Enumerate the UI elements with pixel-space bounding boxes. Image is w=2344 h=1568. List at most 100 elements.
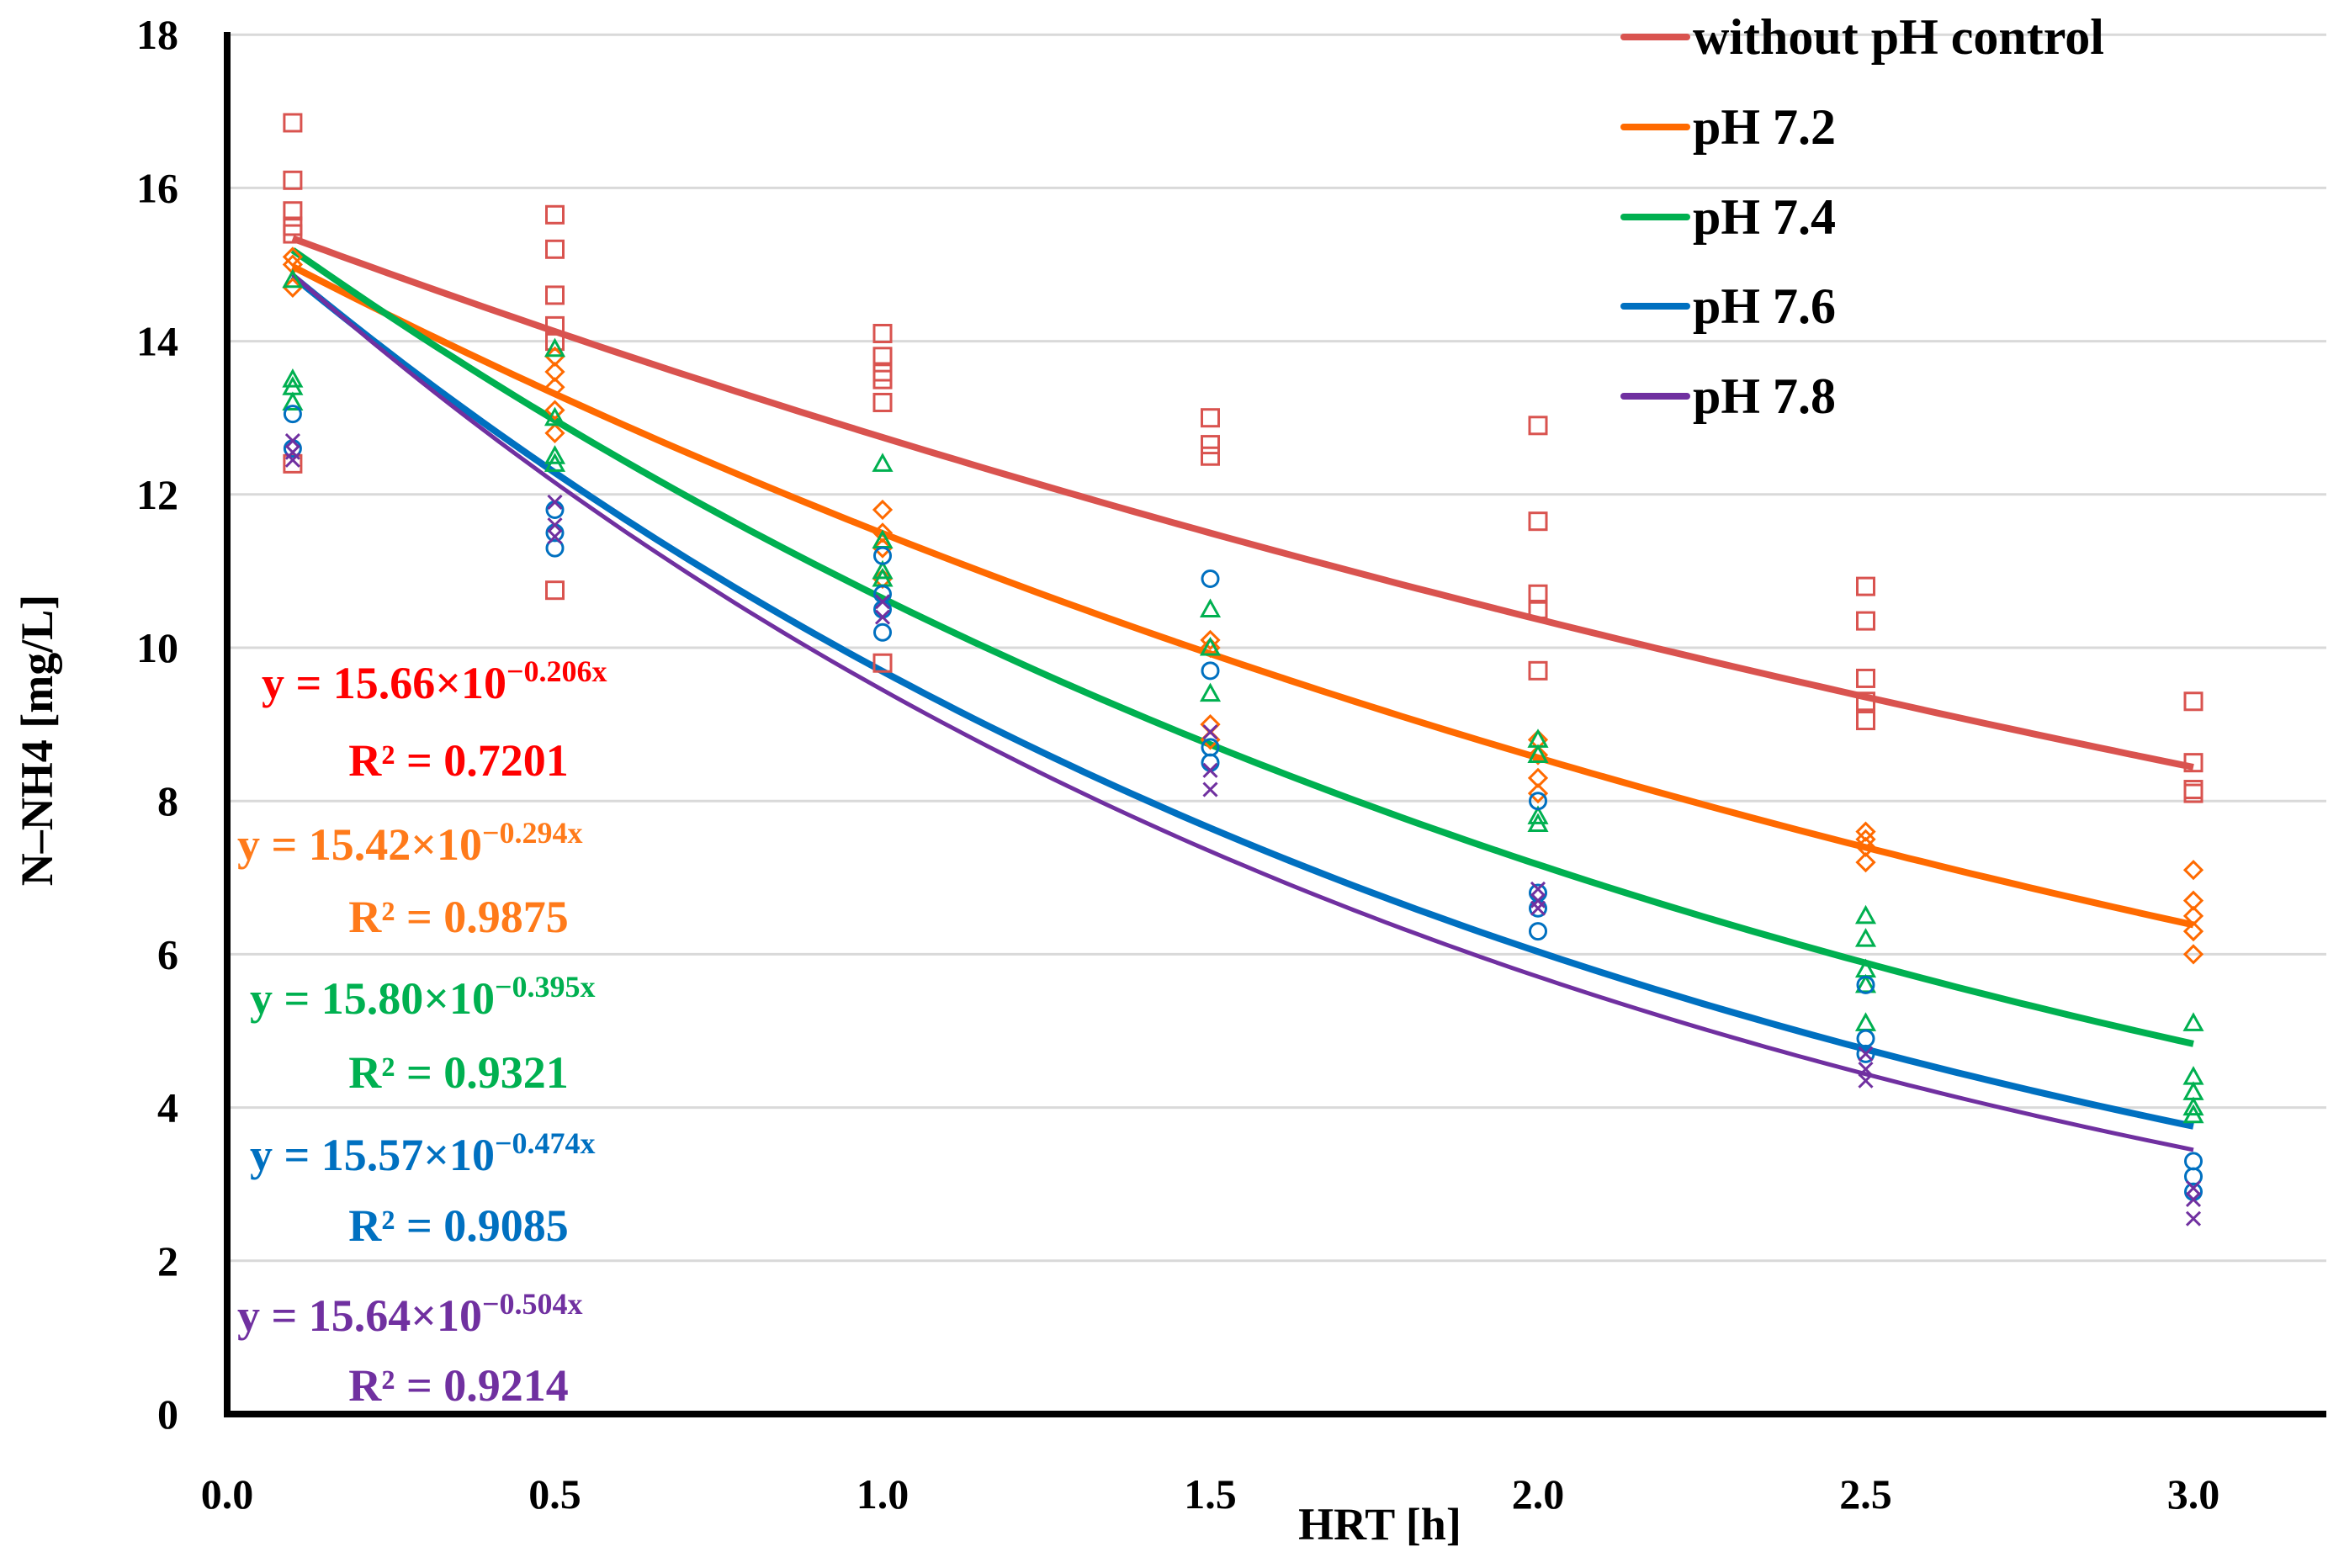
- cross-marker: [1202, 781, 1218, 797]
- legend-label: pH 7.8: [1693, 368, 1836, 424]
- cross-marker: [874, 609, 891, 625]
- circle-marker: [1201, 753, 1220, 772]
- circle-marker: [545, 538, 565, 558]
- y-tick-label: 10: [136, 624, 178, 671]
- cross-marker: [1530, 900, 1546, 916]
- fit-r-squared: R² = 0.9214: [348, 1360, 568, 1411]
- square-marker: [872, 347, 893, 367]
- square-marker: [545, 580, 565, 601]
- fit-curves: [290, 235, 2194, 1152]
- diamond-marker: [544, 400, 565, 421]
- data-points: [282, 113, 2204, 1226]
- square-marker: [545, 204, 565, 225]
- diamond-marker: [872, 499, 894, 521]
- triangle-marker: [1854, 928, 1877, 947]
- square-marker: [872, 392, 893, 412]
- diamond-marker: [1200, 637, 1221, 659]
- square-marker: [2183, 691, 2203, 712]
- fit-curve-1: [291, 263, 2194, 929]
- equation-exponent: −0.504x: [482, 1287, 583, 1321]
- cross-marker: [1530, 881, 1546, 898]
- square-marker: [283, 201, 303, 221]
- triangle-marker: [544, 445, 566, 464]
- equation-base: y = 15.66×10: [262, 658, 506, 708]
- equation-exponent: −0.206x: [506, 654, 607, 688]
- square-marker: [1528, 416, 1548, 436]
- fit-curve-4: [291, 273, 2194, 1152]
- square-marker: [1528, 660, 1548, 681]
- diamond-marker: [1855, 851, 1876, 873]
- legend-label: pH 7.6: [1693, 278, 1836, 334]
- diamond-marker: [1200, 629, 1221, 651]
- equation-base: y = 15.42×10: [237, 819, 482, 870]
- circle-marker: [283, 405, 302, 424]
- y-tick-label: 6: [157, 930, 178, 977]
- diamond-marker: [872, 538, 894, 559]
- x-axis-title: HRT [h]: [1298, 1499, 1461, 1549]
- x-tick-label: 0.5: [528, 1470, 581, 1518]
- square-marker: [2183, 783, 2203, 803]
- cross-marker: [2185, 1191, 2202, 1207]
- y-axis-title: N–NH4 [mg/L]: [12, 595, 62, 886]
- cross-marker: [1858, 1073, 1874, 1089]
- triangle-marker: [1854, 1012, 1877, 1031]
- triangle-marker: [1527, 744, 1549, 764]
- fit-equation: y = 15.64×10−0.504x: [237, 1287, 583, 1341]
- square-marker: [545, 285, 565, 305]
- equation-base: y = 15.64×10: [237, 1290, 482, 1341]
- circle-marker: [873, 600, 892, 619]
- x-tick-label: 0.0: [201, 1470, 254, 1518]
- y-tick-label: 2: [157, 1237, 178, 1285]
- cross-marker: [1202, 724, 1218, 740]
- square-marker: [872, 323, 893, 343]
- triangle-marker: [544, 337, 566, 358]
- y-tick-label: 18: [136, 11, 178, 58]
- y-tick-label: 16: [136, 164, 178, 211]
- cross-marker: [874, 594, 891, 610]
- triangle-marker: [544, 453, 566, 472]
- equation-exponent: −0.474x: [495, 1126, 596, 1160]
- circle-marker: [873, 546, 892, 565]
- triangle-marker: [872, 453, 894, 472]
- square-marker: [1201, 446, 1220, 466]
- cross-marker: [2185, 1180, 2202, 1196]
- triangle-marker: [2182, 1012, 2204, 1031]
- diamond-marker: [544, 377, 565, 398]
- triangle-marker: [872, 559, 894, 580]
- legend-label: without pH control: [1693, 9, 2104, 65]
- triangle-marker: [1199, 636, 1222, 656]
- circle-marker: [1201, 661, 1220, 681]
- square-marker: [2183, 780, 2203, 800]
- triangle-marker: [282, 368, 304, 388]
- x-tick-label: 2.0: [1512, 1470, 1565, 1518]
- triangle-marker: [1527, 813, 1549, 833]
- y-tick-label: 4: [157, 1084, 178, 1131]
- square-marker: [872, 653, 893, 673]
- square-marker: [1528, 599, 1548, 619]
- square-marker: [1856, 576, 1875, 596]
- cross-marker: [284, 452, 300, 468]
- cross-marker: [1858, 1061, 1874, 1078]
- fit-equation: y = 15.57×10−0.474x: [250, 1126, 596, 1180]
- diamond-marker: [544, 422, 565, 444]
- square-marker: [283, 170, 303, 190]
- cross-marker: [2185, 1210, 2202, 1226]
- triangle-marker: [1199, 598, 1222, 617]
- square-marker: [2183, 753, 2203, 773]
- diamond-marker: [2182, 944, 2204, 965]
- square-marker: [1528, 584, 1548, 604]
- circle-marker: [1529, 922, 1547, 941]
- equation-base: y = 15.57×10: [250, 1130, 495, 1180]
- y-tick-label: 12: [136, 471, 178, 518]
- square-marker: [1856, 691, 1875, 712]
- circle-marker: [1856, 975, 1875, 994]
- square-marker: [1528, 511, 1548, 532]
- triangle-marker: [282, 391, 304, 411]
- legend-label: pH 7.4: [1693, 189, 1836, 245]
- fit-equation: y = 15.42×10−0.294x: [237, 816, 583, 870]
- tick-labels: 0 2 4 6 8 10 12 14 16 18 0.0 0.5 1.0 1.5 2.0 2.5 3.0: [136, 11, 2219, 1518]
- square-marker: [545, 315, 565, 336]
- diamond-marker: [2182, 860, 2204, 881]
- triangle-marker: [544, 406, 566, 426]
- diamond-marker: [1527, 782, 1549, 804]
